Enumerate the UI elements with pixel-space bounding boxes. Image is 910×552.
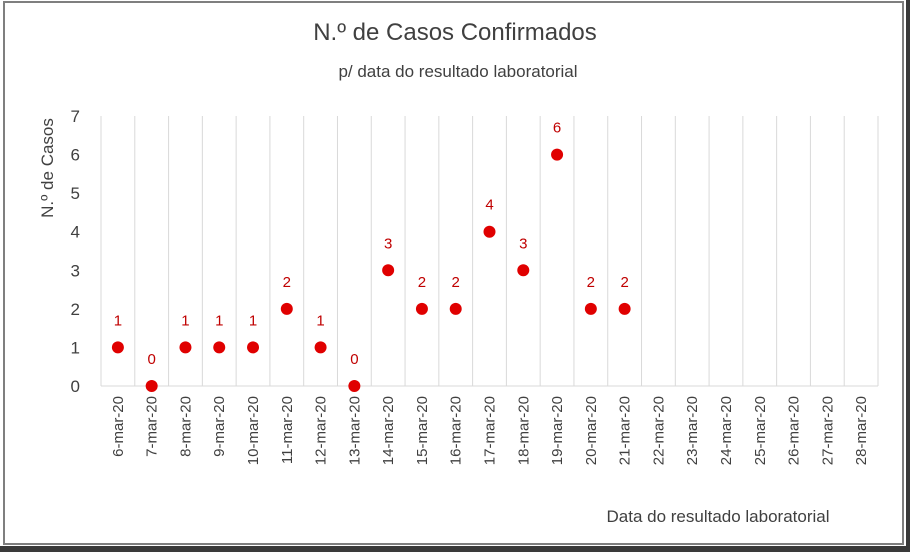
y-tick-labels: 0 1 2 3 4 5 6 7	[71, 107, 80, 396]
x-tick-labels: 6-mar-20 7-mar-20 8-mar-20 9-mar-20 10-mar-2…	[110, 396, 870, 465]
data-point	[584, 302, 597, 315]
x-tick-label: 24-mar-20	[718, 396, 735, 465]
data-label: 2	[418, 274, 426, 291]
data-label: 0	[350, 351, 358, 368]
x-axis-title: Data do resultado laboratorial	[606, 507, 829, 526]
data-label: 6	[553, 120, 561, 137]
data-label: 4	[485, 197, 493, 214]
y-tick-label: 4	[71, 223, 80, 242]
data-point	[483, 225, 496, 238]
x-tick-label: 17-mar-20	[482, 396, 499, 465]
y-tick-label: 2	[71, 300, 80, 319]
y-axis-title: N.º de Casos	[38, 118, 57, 218]
data-label: 0	[148, 351, 156, 368]
data-labels: 1 0 1 1 1 2 1 0 3 2 2 4 3 6 2 2	[114, 120, 629, 368]
x-tick-label: 16-mar-20	[448, 396, 465, 465]
y-tick-label: 1	[71, 338, 80, 357]
x-tick-label: 7-mar-20	[144, 396, 161, 457]
data-point	[348, 380, 361, 392]
data-label: 3	[384, 235, 392, 252]
data-point	[449, 302, 462, 315]
y-tick-label: 0	[71, 377, 80, 396]
x-tick-label: 10-mar-20	[245, 396, 262, 465]
x-tick-label: 12-mar-20	[313, 396, 330, 465]
bottom-edge-shadow	[0, 546, 910, 552]
data-point	[517, 264, 530, 277]
x-tick-label: 21-mar-20	[617, 396, 634, 465]
data-point	[618, 302, 631, 315]
chart-frame	[3, 1, 904, 545]
data-point	[145, 380, 158, 392]
x-tick-label: 22-mar-20	[650, 396, 667, 465]
data-point	[247, 341, 260, 354]
x-tick-label: 6-mar-20	[110, 396, 127, 457]
x-tick-label: 11-mar-20	[279, 396, 296, 464]
x-tick-label: 18-mar-20	[515, 396, 532, 465]
x-tick-label: 25-mar-20	[752, 396, 769, 465]
data-label: 2	[620, 274, 628, 291]
x-tick-label: 27-mar-20	[819, 396, 836, 465]
x-tick-label: 23-mar-20	[684, 396, 701, 465]
data-point	[179, 341, 192, 354]
data-label: 1	[114, 312, 122, 329]
data-point	[382, 264, 395, 277]
right-edge-shadow	[906, 0, 910, 552]
data-point	[551, 148, 564, 161]
chart-subtitle: p/ data do resultado laboratorial	[338, 62, 577, 81]
data-label: 1	[181, 312, 189, 329]
x-tick-label: 14-mar-20	[380, 396, 397, 465]
data-point	[280, 302, 293, 315]
data-label: 2	[283, 274, 291, 291]
x-tick-label: 15-mar-20	[414, 396, 431, 465]
y-tick-label: 7	[71, 107, 80, 126]
x-tick-label: 13-mar-20	[346, 396, 363, 465]
data-label: 2	[452, 274, 460, 291]
y-tick-label: 6	[71, 146, 80, 165]
chart-title: N.º de Casos Confirmados	[313, 19, 597, 46]
y-tick-label: 3	[71, 261, 80, 280]
data-point	[314, 341, 327, 354]
data-label: 1	[215, 312, 223, 329]
data-point	[111, 341, 124, 354]
data-label: 1	[316, 312, 324, 329]
x-tick-label: 28-mar-20	[853, 396, 870, 465]
data-label: 1	[249, 312, 257, 329]
y-tick-label: 5	[71, 184, 80, 203]
data-points	[111, 148, 631, 392]
data-point	[415, 302, 428, 315]
x-tick-label: 26-mar-20	[786, 396, 803, 465]
x-tick-label: 19-mar-20	[549, 396, 566, 465]
x-tick-label: 8-mar-20	[177, 396, 194, 457]
gridlines	[100, 116, 879, 387]
x-tick-label: 20-mar-20	[583, 396, 600, 465]
x-tick-label: 9-mar-20	[211, 396, 228, 457]
data-label: 3	[519, 235, 527, 252]
data-point	[213, 341, 226, 354]
data-label: 2	[587, 274, 595, 291]
